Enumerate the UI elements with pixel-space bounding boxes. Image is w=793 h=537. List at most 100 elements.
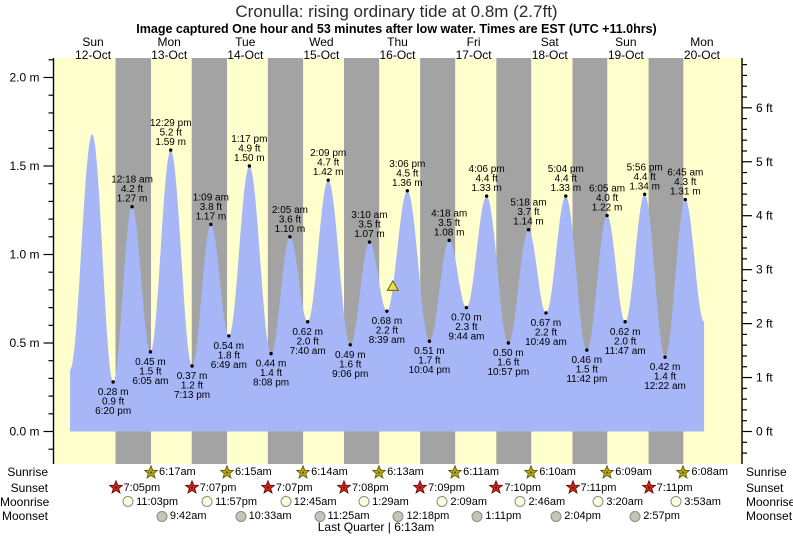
low-tide-label-line: 0.49 m: [335, 350, 366, 361]
low-tide-label-line: 2.2 ft: [376, 326, 398, 337]
low-tide-label-line: 1.6 ft: [497, 358, 519, 369]
moonrise-time: 2:09am: [450, 495, 488, 508]
day-name-label: Sun: [615, 35, 636, 49]
high-tide-label-line: 4.4 ft: [634, 172, 656, 183]
sunrise-icon: [144, 464, 159, 479]
moonrise-time: 11:03pm: [136, 495, 179, 508]
high-tide-label-line: 1.08 m: [434, 227, 465, 238]
sunset-row-label-left: Sunset: [10, 481, 48, 495]
moonset-time: 9:42am: [169, 510, 207, 522]
moonset-icon: [392, 510, 404, 522]
sunset-icon: [108, 480, 123, 494]
sunrise-row-label-right: Sunrise: [746, 465, 787, 479]
metre-tick-label: 0.5 m: [9, 336, 39, 350]
low-tide-label-line: 0.28 m: [98, 387, 129, 398]
sunrise-icon-center: [301, 470, 305, 474]
moonrise-icon: [592, 496, 604, 507]
day-date-label: 15-Oct: [303, 48, 340, 62]
tide-event-dot: [288, 235, 292, 239]
moonrise-icon: [122, 496, 134, 507]
metre-tick-label: 1.0 m: [9, 248, 39, 262]
high-tide-label-line: 12:18 am: [111, 175, 153, 186]
high-tide-label-line: 4.7 ft: [317, 158, 339, 169]
sunrise-time: 6:17am: [159, 466, 196, 478]
sunset-icon: [413, 480, 428, 494]
day-date-label: 20-Oct: [684, 48, 721, 62]
moonset-icon: [471, 510, 483, 522]
moonset-icon: [235, 510, 247, 522]
high-tide-label-line: 1.59 m: [155, 137, 186, 148]
high-tide-label-line: 3:06 pm: [389, 159, 425, 170]
moonrise-time: 3:20am: [606, 495, 644, 508]
high-tide-label-line: 4.4 ft: [475, 174, 497, 185]
feet-tick-label: 3 ft: [756, 263, 773, 277]
day-name-label: Thu: [387, 35, 408, 49]
high-tide-label-line: 1.34 m: [629, 181, 660, 192]
page-title: Cronulla: rising ordinary tide at 0.8m (…: [235, 2, 558, 21]
low-tide-label-line: 8:39 am: [369, 335, 405, 346]
sunset-icon: [337, 480, 351, 494]
moonrise-icon: [592, 496, 604, 507]
moonrise-icon: [280, 496, 292, 507]
moonset-icon: [550, 510, 562, 522]
high-tide-label-line: 2:09 pm: [310, 148, 346, 159]
moonrise-icon: [436, 496, 448, 507]
high-tide-label-line: 4.0 ft: [596, 193, 618, 204]
sunrise-icon: [372, 464, 387, 479]
tide-event-dot: [642, 192, 647, 197]
sunset-time: 7:11pm: [580, 481, 617, 494]
moonrise-event: 11:57pm: [200, 494, 257, 509]
moonrise-icon: [670, 496, 682, 507]
moonset-time: 2:04pm: [564, 510, 601, 522]
day-date-label: 17-Oct: [456, 48, 493, 62]
high-tide-label-line: 1:17 pm: [231, 134, 267, 145]
moonrise-icon: [201, 496, 213, 507]
moonrise-event: 3:53am: [669, 494, 721, 509]
high-tide-label-line: 6:05 am: [589, 184, 625, 195]
tide-event-dot: [544, 311, 548, 315]
moonset-event: 2:04pm: [549, 509, 601, 524]
sunrise-icon-center: [453, 470, 457, 474]
low-tide-label-line: 6:49 am: [211, 360, 247, 371]
tide-event-dot: [247, 164, 252, 168]
low-tide-label-line: 12:22 am: [644, 381, 686, 392]
day-name-label: Wed: [309, 35, 333, 49]
moonrise-event: 3:20am: [591, 494, 643, 509]
moonset-event: 10:33am: [234, 509, 291, 524]
tide-event-dot: [148, 350, 153, 354]
day-name-label: Mon: [157, 35, 180, 49]
moonrise-row-label-left: Moonrise: [0, 495, 50, 509]
sunset-event: 7:07pm: [184, 480, 236, 495]
high-tide-label-line: 1.14 m: [513, 217, 544, 228]
feet-tick-label: 4 ft: [756, 209, 773, 223]
low-tide-label-line: 0.51 m: [414, 346, 445, 357]
day-date-label: 14-Oct: [227, 48, 264, 62]
sunset-event: 7:10pm: [489, 480, 541, 495]
high-tide-label-line: 1.10 m: [275, 224, 306, 235]
high-tide-label-line: 4:18 am: [431, 208, 467, 219]
sunset-time: 7:11pm: [656, 481, 693, 494]
moonset-event: 11:25am: [313, 509, 370, 524]
sunset-time: 7:07pm: [275, 481, 313, 494]
low-tide-label-line: 0.45 m: [135, 357, 166, 368]
low-tide-label-line: 9:06 pm: [332, 369, 368, 380]
low-tide-label-line: 10:49 am: [525, 337, 567, 348]
moonset-time: 12:18pm: [406, 510, 450, 522]
day-name-label: Mon: [690, 35, 713, 49]
high-tide-label-line: 12:29 pm: [150, 118, 192, 129]
metre-tick-label: 2.0 m: [9, 71, 39, 85]
high-tide-label-line: 4.5 ft: [396, 168, 418, 179]
sunrise-icon: [220, 464, 235, 479]
tide-event-dot: [190, 364, 194, 368]
sunrise-time: 6:10am: [539, 466, 576, 478]
low-tide-label-line: 2.0 ft: [614, 336, 636, 347]
low-tide-label-line: 9:44 am: [448, 332, 484, 343]
low-tide-label-line: 2.2 ft: [535, 327, 557, 338]
sunset-time: 7:05pm: [123, 481, 161, 494]
sunset-icon-center: [571, 486, 574, 489]
low-tide-label-line: 0.62 m: [292, 327, 323, 338]
moonset-icon: [392, 510, 404, 522]
moonset-icon: [629, 510, 641, 522]
low-tide-label-line: 0.9 ft: [102, 396, 124, 407]
sunset-icon-center: [495, 486, 498, 489]
